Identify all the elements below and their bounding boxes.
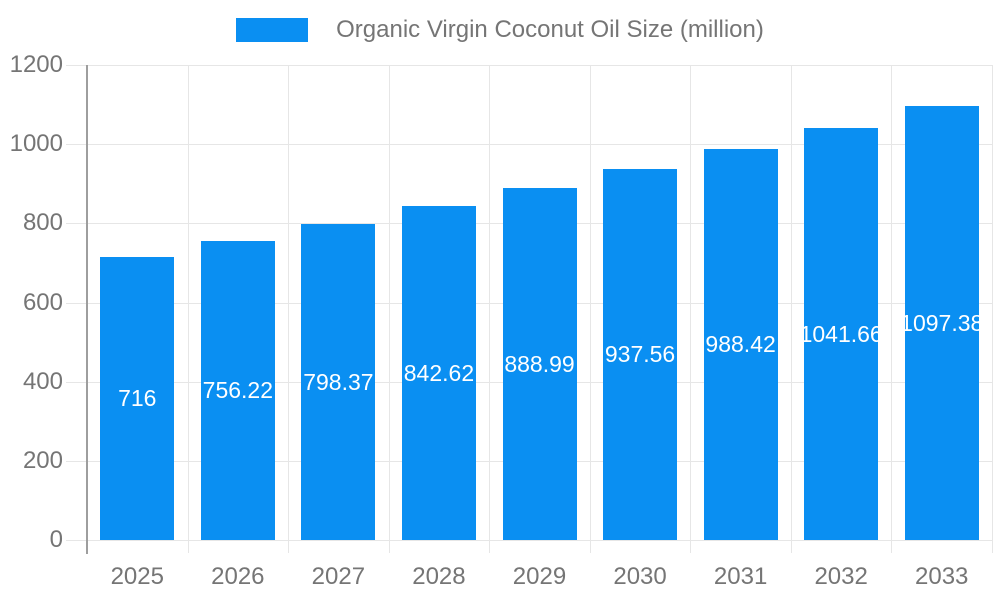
y-tick-label: 1200 bbox=[9, 51, 63, 78]
y-axis-tick bbox=[66, 302, 87, 304]
x-tick-label: 2025 bbox=[110, 563, 164, 590]
gridline-vertical bbox=[992, 65, 993, 553]
x-tick-label: 2029 bbox=[512, 563, 567, 590]
y-axis-tick bbox=[66, 144, 87, 146]
x-tick-label: 2032 bbox=[814, 563, 868, 590]
bar[interactable]: 798.37 bbox=[301, 223, 376, 540]
y-axis-tick bbox=[66, 460, 87, 462]
y-tick-label: 800 bbox=[22, 209, 63, 237]
y-tick-label: 1000 bbox=[9, 130, 63, 158]
bar[interactable]: 937.56 bbox=[603, 168, 678, 540]
bar[interactable]: 1041.66 bbox=[800, 127, 883, 540]
gridline-vertical bbox=[891, 65, 893, 553]
bar[interactable]: 1097.38 bbox=[900, 105, 983, 540]
gridline-horizontal bbox=[87, 540, 992, 541]
gridline-vertical bbox=[388, 65, 390, 553]
x-tick-label: 2033 bbox=[915, 563, 969, 590]
x-tick-label: 2030 bbox=[613, 563, 667, 590]
y-axis-tick bbox=[66, 381, 87, 383]
x-tick-label: 2031 bbox=[713, 563, 768, 590]
bar[interactable]: 888.99 bbox=[502, 188, 577, 540]
gridline-vertical bbox=[589, 65, 591, 553]
bar[interactable]: 842.62 bbox=[401, 206, 476, 540]
x-tick-label: 2027 bbox=[311, 563, 366, 590]
gridline-vertical bbox=[187, 65, 189, 553]
gridline-vertical bbox=[790, 65, 792, 553]
bar[interactable]: 988.42 bbox=[703, 148, 778, 540]
gridline-vertical bbox=[489, 65, 491, 553]
bar-value-label: 1097.38 bbox=[900, 309, 984, 336]
y-tick-label: 400 bbox=[22, 367, 63, 395]
bar-value-label: 937.56 bbox=[604, 341, 676, 368]
y-axis-line bbox=[85, 65, 88, 554]
bar[interactable]: 756.22 bbox=[200, 240, 275, 540]
gridline-horizontal bbox=[87, 65, 992, 66]
gridline-horizontal bbox=[87, 144, 992, 146]
legend-swatch bbox=[236, 18, 309, 42]
y-axis-tick bbox=[66, 540, 87, 541]
x-tick-label: 2028 bbox=[412, 563, 466, 590]
gridline-vertical bbox=[690, 65, 692, 553]
legend: Organic Virgin Coconut Oil Size (million… bbox=[0, 16, 1000, 44]
bar-value-label: 888.99 bbox=[504, 351, 575, 378]
bar-value-label: 988.42 bbox=[705, 331, 776, 358]
y-tick-label: 200 bbox=[22, 446, 63, 474]
bar-value-label: 842.62 bbox=[403, 360, 475, 387]
x-tick-label: 2026 bbox=[211, 563, 265, 590]
y-tick-label: 0 bbox=[49, 526, 63, 553]
y-axis-tick bbox=[66, 65, 87, 66]
bar-value-label: 716 bbox=[118, 385, 157, 412]
bar[interactable]: 716 bbox=[100, 256, 175, 540]
bar-value-label: 756.22 bbox=[202, 377, 274, 404]
y-tick-label: 600 bbox=[22, 288, 63, 316]
gridline-vertical bbox=[288, 65, 290, 553]
y-axis-tick bbox=[66, 223, 87, 225]
legend-label: Organic Virgin Coconut Oil Size (million… bbox=[336, 16, 764, 43]
bar-value-label: 1041.66 bbox=[799, 320, 883, 347]
bar-value-label: 798.37 bbox=[303, 368, 374, 395]
